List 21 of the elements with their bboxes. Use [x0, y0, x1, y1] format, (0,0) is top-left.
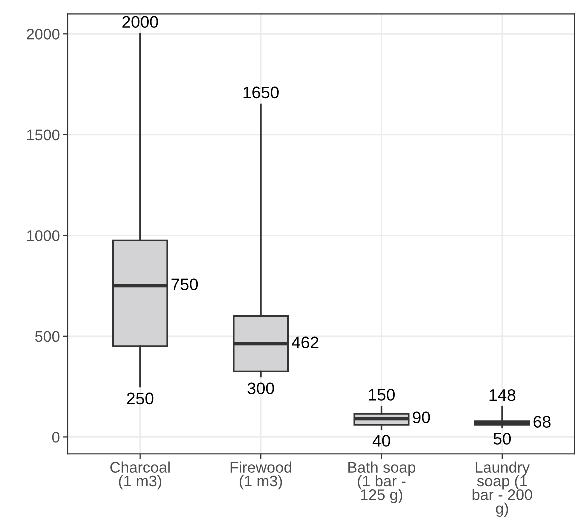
- y-tick-label: 0: [52, 432, 60, 443]
- annotation: 40: [372, 435, 390, 447]
- x-tick-label: Laundry soap (1 bar - 200 g): [472, 462, 532, 518]
- y-tick-label: 2000: [27, 28, 60, 40]
- annotation: 150: [369, 389, 396, 401]
- x-tick-label: Charcoal (1 m3): [110, 462, 170, 490]
- annotation: 2000: [122, 16, 158, 28]
- annotation: 462: [292, 336, 319, 349]
- annotation: 50: [494, 433, 512, 445]
- annotation: 148: [490, 389, 516, 402]
- y-tick-label: 500: [35, 331, 60, 342]
- x-tick-label: Bath soap (1 bar - 125 g): [348, 462, 416, 504]
- annotation: 750: [172, 278, 198, 291]
- annotation: 300: [248, 382, 274, 395]
- x-tick-label: Firewood (1 m3): [230, 462, 292, 490]
- annotation: 68: [534, 416, 551, 428]
- annotation: 250: [127, 392, 154, 405]
- y-tick-label: 1500: [28, 130, 60, 141]
- annotation: 90: [413, 412, 430, 424]
- y-tick-label: 1000: [28, 230, 60, 242]
- annotation: 1650: [244, 86, 279, 99]
